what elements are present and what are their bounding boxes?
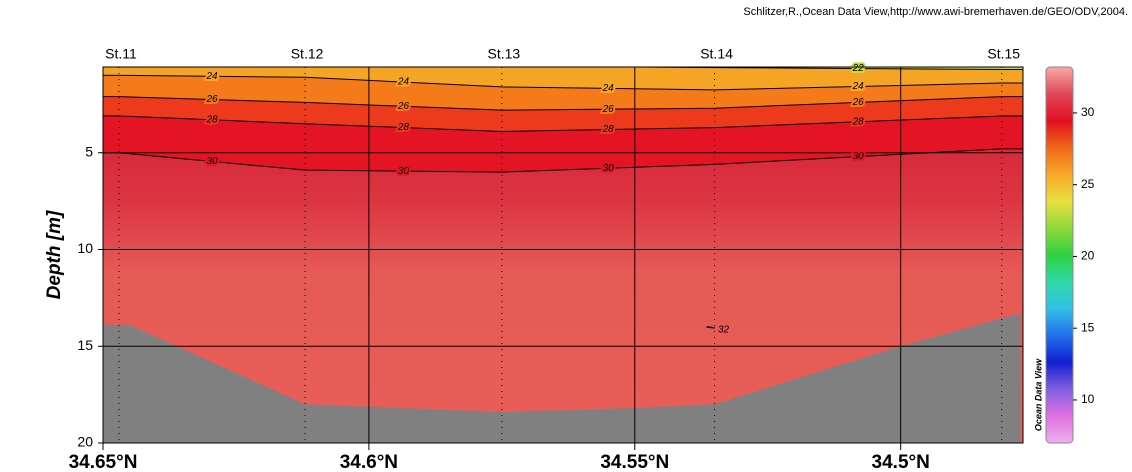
contour-line [118, 148, 1002, 173]
y-axis-title: Depth [m] [44, 210, 65, 299]
x-tick-label: 34.65°N [69, 452, 138, 472]
contour-label: 26 [602, 104, 615, 115]
contour-band [103, 67, 1023, 90]
contour-label: 26 [852, 97, 865, 108]
station-label: St.13 [487, 46, 520, 62]
colorbar-tick-label: 15 [1081, 320, 1095, 334]
contour-label: 24 [602, 83, 615, 94]
station-label: St.15 [987, 46, 1020, 62]
colorbar-tick-label: 25 [1081, 177, 1095, 191]
y-tick-label: 5 [85, 143, 93, 159]
contour-line [714, 67, 1002, 71]
contour-line [706, 326, 715, 329]
contour-label: 24 [397, 77, 410, 88]
colorbar-tick-label: 20 [1081, 249, 1095, 263]
y-tick-label: 10 [77, 240, 93, 256]
x-tick-label: 34.5°N [872, 452, 930, 472]
contour-label: 26 [397, 101, 410, 112]
y-tick-label: 15 [77, 337, 93, 353]
station-label: St.14 [700, 46, 733, 62]
watermark: Ocean Data View [1033, 358, 1043, 431]
contour-line [118, 96, 1002, 111]
contour-label: 32 [718, 325, 730, 336]
contour-label: 24 [205, 71, 218, 82]
contour-label: 28 [852, 116, 865, 127]
contour-label: 28 [205, 114, 218, 125]
credit: Schlitzer,R.,Ocean Data View,http://www.… [743, 6, 1128, 18]
contour-line [118, 115, 1002, 132]
colorbar [1045, 66, 1074, 444]
y-tick-label: 20 [77, 434, 93, 450]
colorbar-tick-label: 30 [1081, 105, 1095, 119]
contour-label: 30 [603, 163, 615, 174]
contour-label: 30 [398, 166, 410, 177]
station-label: St.12 [291, 46, 324, 62]
contour-label: 28 [397, 122, 410, 133]
contour-label: 22 [852, 63, 865, 74]
x-tick-label: 34.55°N [600, 452, 669, 472]
contour-line [118, 74, 1002, 91]
colorbar-tick-label: 10 [1081, 392, 1095, 406]
contour-label: 30 [206, 156, 218, 167]
contour-label: 26 [205, 94, 218, 105]
plot-frame [102, 66, 1024, 444]
contour-label: 24 [852, 81, 865, 92]
contour-label: 28 [602, 124, 615, 135]
station-label: St.11 [105, 46, 137, 62]
plot-area [103, 67, 1023, 443]
bottom-topography [103, 313, 1021, 443]
x-tick-label: 34.6°N [340, 452, 398, 472]
contour-label: 30 [853, 151, 865, 162]
